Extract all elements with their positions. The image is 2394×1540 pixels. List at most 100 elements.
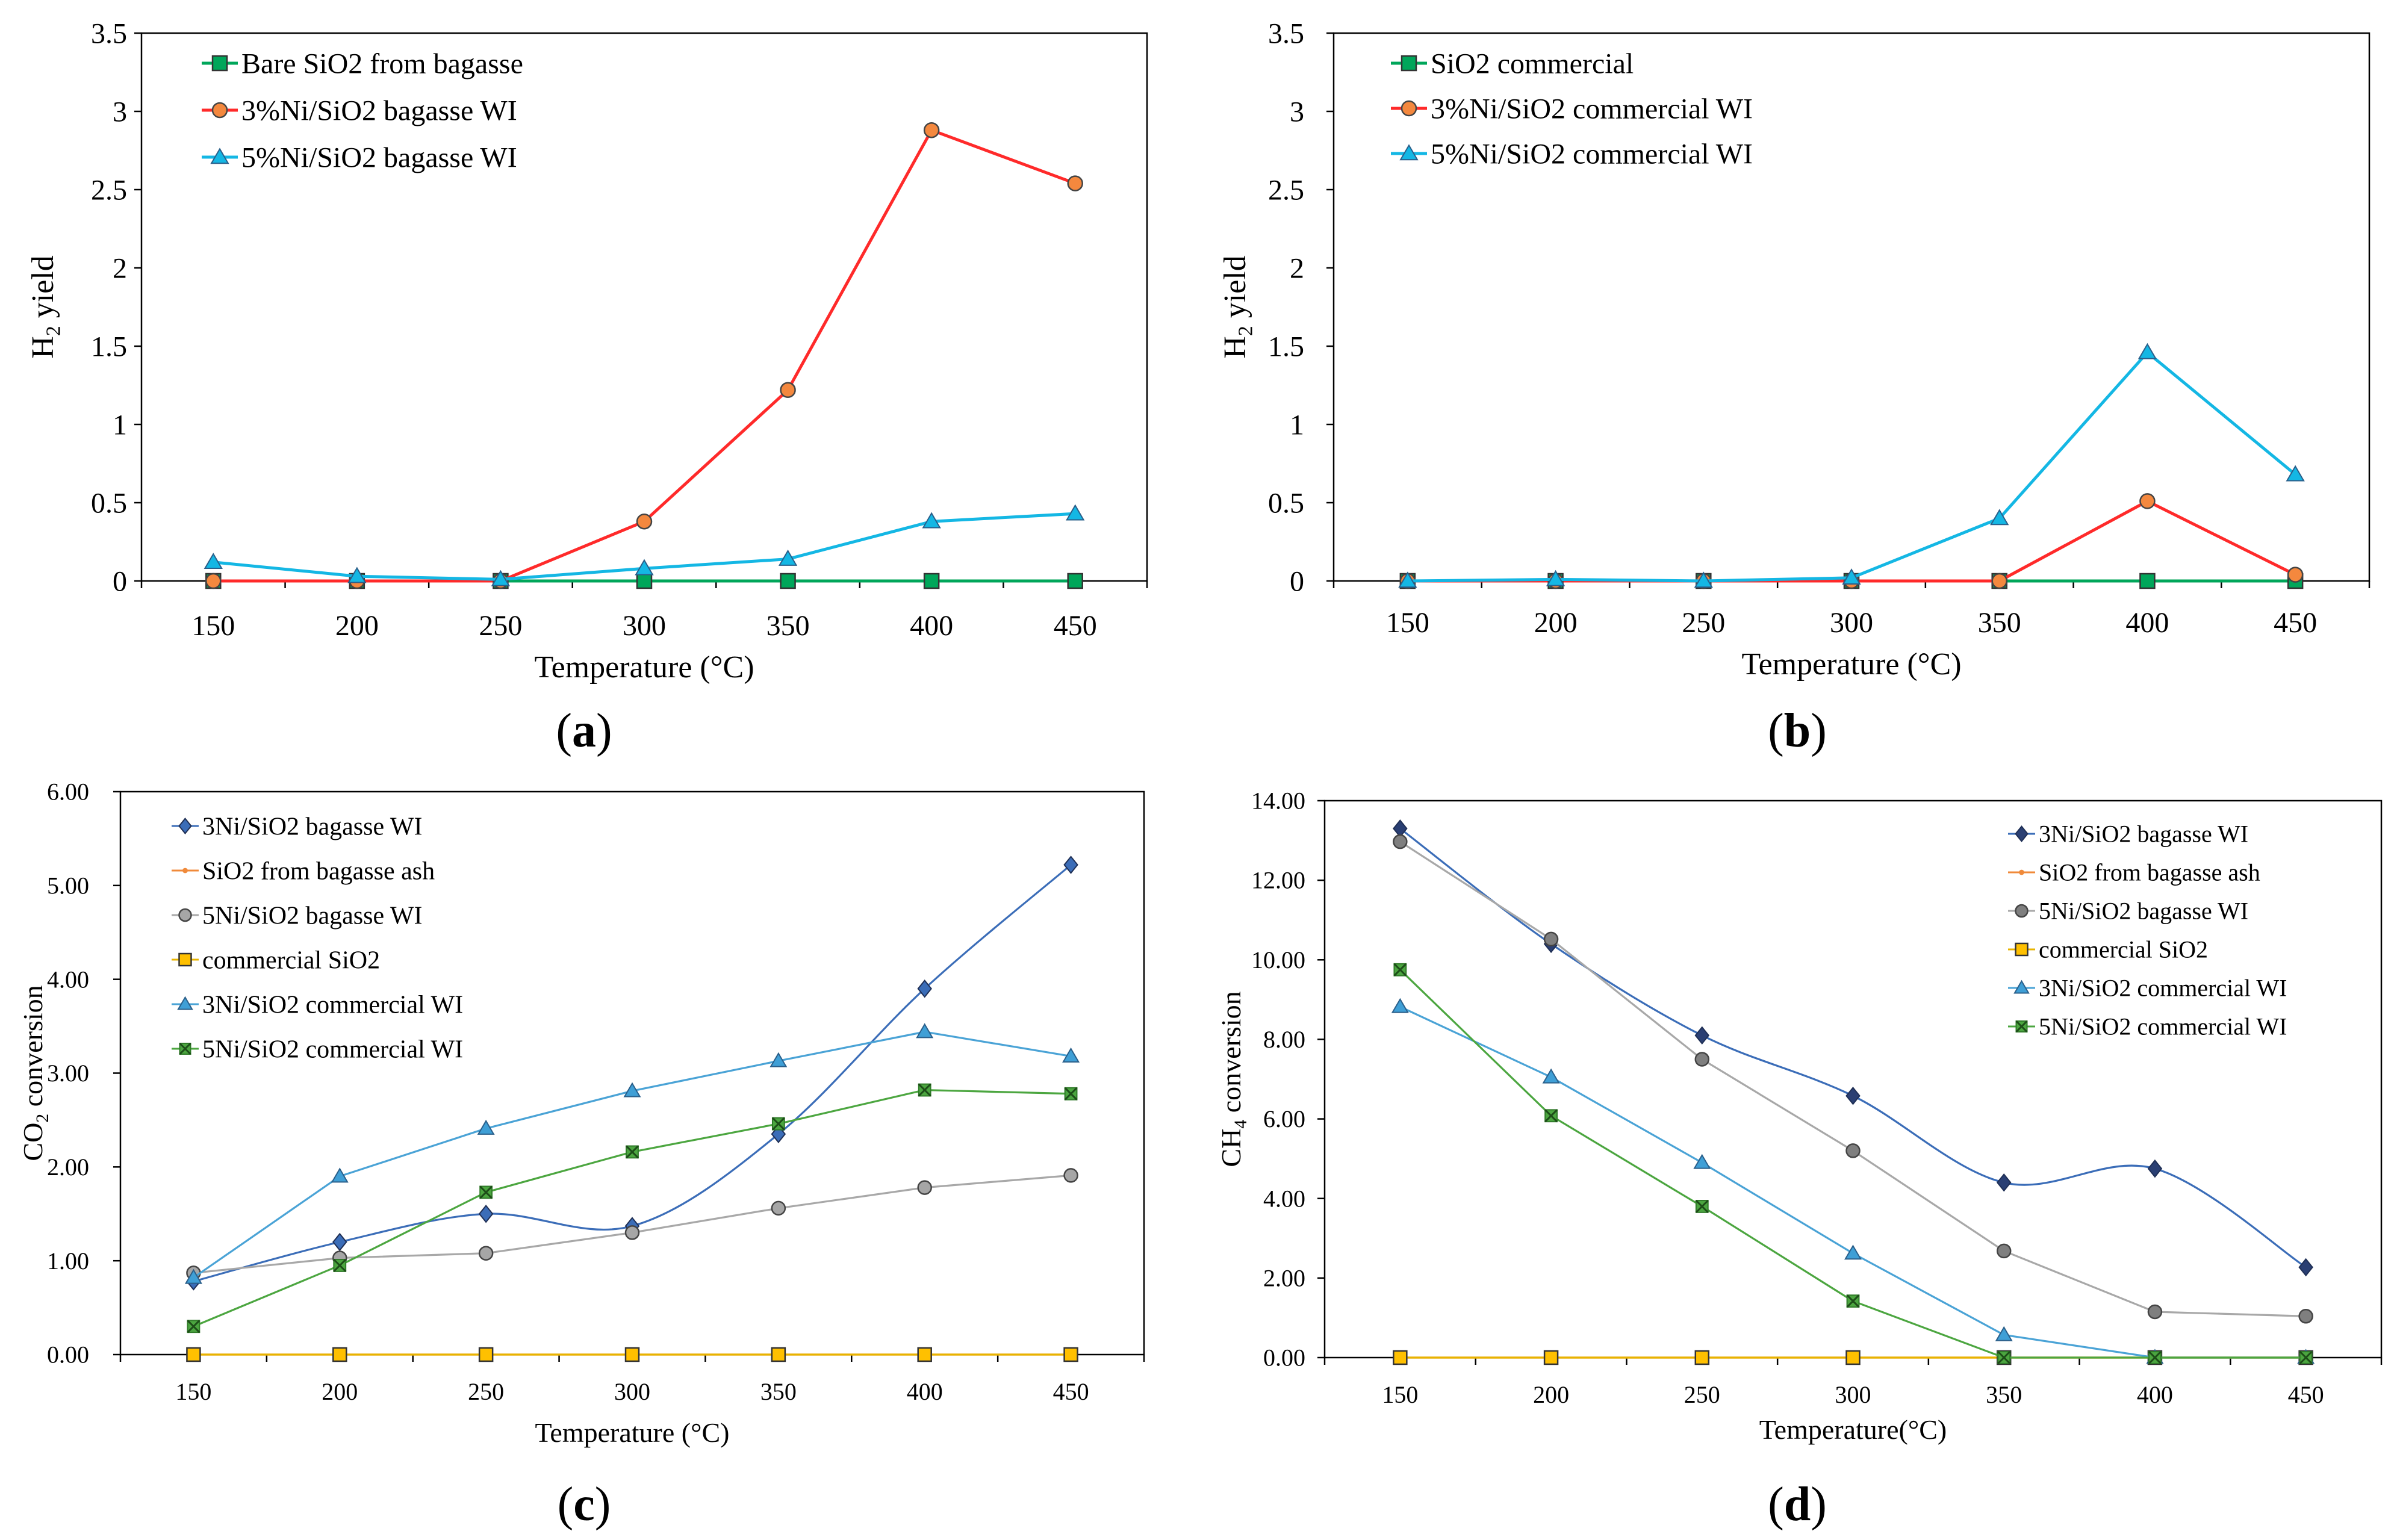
series-line: [213, 128, 1076, 583]
legend-label: 5Ni/SiO2 commercial WI: [2039, 1013, 2287, 1040]
data-point-marker: [923, 122, 940, 138]
legend-entry: 3%Ni/SiO2 bagasse WI: [202, 95, 517, 126]
data-point-marker: [1063, 855, 1078, 874]
data-point-marker: [624, 1225, 640, 1240]
data-point-marker: [1996, 1173, 2012, 1192]
y-tick-label: 1: [113, 409, 127, 441]
data-point-marker: [184, 1268, 202, 1284]
legend-label: commercial SiO2: [202, 946, 380, 974]
x-tick-label: 300: [623, 610, 666, 642]
x-tick-label: 200: [335, 610, 379, 642]
legend-swatch-marker: [211, 55, 228, 72]
legend-swatch-marker: [1401, 55, 1417, 72]
data-point-marker: [2298, 1258, 2313, 1277]
series-3: [204, 504, 1085, 586]
legend-label: 3Ni/SiO2 bagasse WI: [2039, 821, 2248, 848]
data-point-marker: [2139, 573, 2156, 589]
series-line: [193, 1088, 1071, 1327]
x-axis-label: Temperature (°C): [535, 1417, 730, 1448]
x-tick-label: 350: [766, 610, 810, 642]
data-point-marker: [1063, 1168, 1078, 1183]
y-axis-label: CH4 conversion: [1216, 991, 1251, 1167]
data-point-marker: [626, 1145, 639, 1159]
data-point-marker: [1066, 504, 1085, 521]
y-axis-label: H2 yield: [26, 255, 64, 358]
data-point-marker: [624, 1347, 640, 1362]
x-axis-label: Temperature (°C): [1741, 647, 1961, 682]
legend-entry: 3Ni/SiO2 commercial WI: [2008, 975, 2287, 1002]
legend-swatch-marker: [2015, 904, 2029, 918]
data-point-marker: [1694, 1350, 1710, 1365]
y-tick-label: 0.00: [47, 1341, 89, 1368]
legend-entry: SiO2 from bagasse ash: [2008, 859, 2260, 886]
legend-entry: 5Ni/SiO2 bagasse WI: [172, 902, 423, 930]
data-point-marker: [347, 567, 367, 583]
y-axis-label: H2 yield: [1218, 255, 1257, 358]
data-point-marker: [332, 1347, 347, 1362]
x-tick-label: 450: [2274, 607, 2317, 639]
legend-label: SiO2 from bagasse ash: [202, 857, 435, 885]
y-tick-label: 6.00: [47, 778, 89, 806]
x-tick-label: 450: [2288, 1381, 2324, 1408]
series-5: [184, 1023, 1080, 1284]
series-6: [1393, 963, 2313, 1364]
y-tick-label: 0: [113, 565, 127, 597]
data-point-marker: [770, 1052, 788, 1067]
legend-entry: 5Ni/SiO2 commercial WI: [2008, 1013, 2287, 1040]
data-point-marker: [479, 1185, 493, 1199]
data-point-marker: [204, 553, 223, 570]
y-tick-label: 1: [1290, 409, 1304, 441]
data-point-marker: [780, 382, 796, 399]
legend-entry: 3%Ni/SiO2 commercial WI: [1391, 93, 1753, 125]
data-point-marker: [2147, 1159, 2163, 1178]
data-point-marker: [477, 1119, 495, 1135]
data-point-marker: [1990, 509, 2009, 526]
data-point-marker: [918, 1083, 931, 1097]
y-tick-label: 3.5: [91, 17, 127, 49]
legend-entry: 5%Ni/SiO2 commercial WI: [1391, 138, 1753, 170]
data-point-marker: [1845, 1143, 1861, 1158]
legend: 3Ni/SiO2 bagasse WI SiO2 from bagasse ash…: [2008, 821, 2287, 1040]
legend-entry: commercial SiO2: [2008, 936, 2208, 963]
legend-swatch-marker: [178, 908, 192, 922]
series-line: [1399, 827, 2307, 1268]
data-point-marker: [917, 1180, 932, 1195]
data-point-marker: [1694, 1026, 1710, 1045]
legend-label: 5%Ni/SiO2 commercial WI: [1431, 138, 1753, 170]
y-tick-label: 14.00: [1251, 787, 1305, 815]
data-point-marker: [623, 1082, 641, 1098]
data-point-marker: [1694, 1052, 1710, 1067]
x-tick-label: 450: [1053, 1378, 1089, 1405]
legend-swatch-marker: [182, 868, 188, 874]
series-5: [1391, 998, 2315, 1364]
x-tick-label: 150: [1386, 607, 1429, 639]
x-tick-label: 200: [322, 1378, 358, 1405]
legend-swatch-marker: [178, 952, 192, 967]
legend-entry: 5Ni/SiO2 commercial WI: [172, 1035, 463, 1063]
series-4: [186, 1347, 1078, 1362]
data-point-marker: [1398, 571, 1417, 588]
data-point-marker: [923, 573, 940, 589]
legend-label: 5Ni/SiO2 commercial WI: [202, 1035, 463, 1063]
data-point-marker: [1393, 819, 1408, 838]
data-point-marker: [1067, 175, 1083, 191]
series-line: [1407, 350, 2296, 583]
data-point-marker: [780, 573, 796, 589]
data-point-marker: [916, 1023, 934, 1039]
y-tick-label: 0: [1290, 565, 1304, 597]
legend-label: 5%Ni/SiO2 bagasse WI: [241, 141, 517, 173]
data-point-marker: [1067, 573, 1083, 589]
data-point-marker: [1844, 1244, 1862, 1260]
data-point-marker: [636, 513, 653, 530]
y-tick-label: 12.00: [1251, 867, 1305, 894]
legend-label: 5Ni/SiO2 bagasse WI: [202, 902, 423, 930]
y-tick-label: 3: [113, 96, 127, 128]
legend-swatch-marker: [178, 818, 192, 834]
x-tick-label: 400: [2137, 1381, 2173, 1408]
data-point-marker: [491, 570, 511, 586]
data-point-marker: [1543, 931, 1559, 947]
x-tick-label: 200: [1534, 607, 1578, 639]
data-point-marker: [2298, 1309, 2313, 1324]
legend-label: 5Ni/SiO2 bagasse WI: [2039, 898, 2248, 925]
